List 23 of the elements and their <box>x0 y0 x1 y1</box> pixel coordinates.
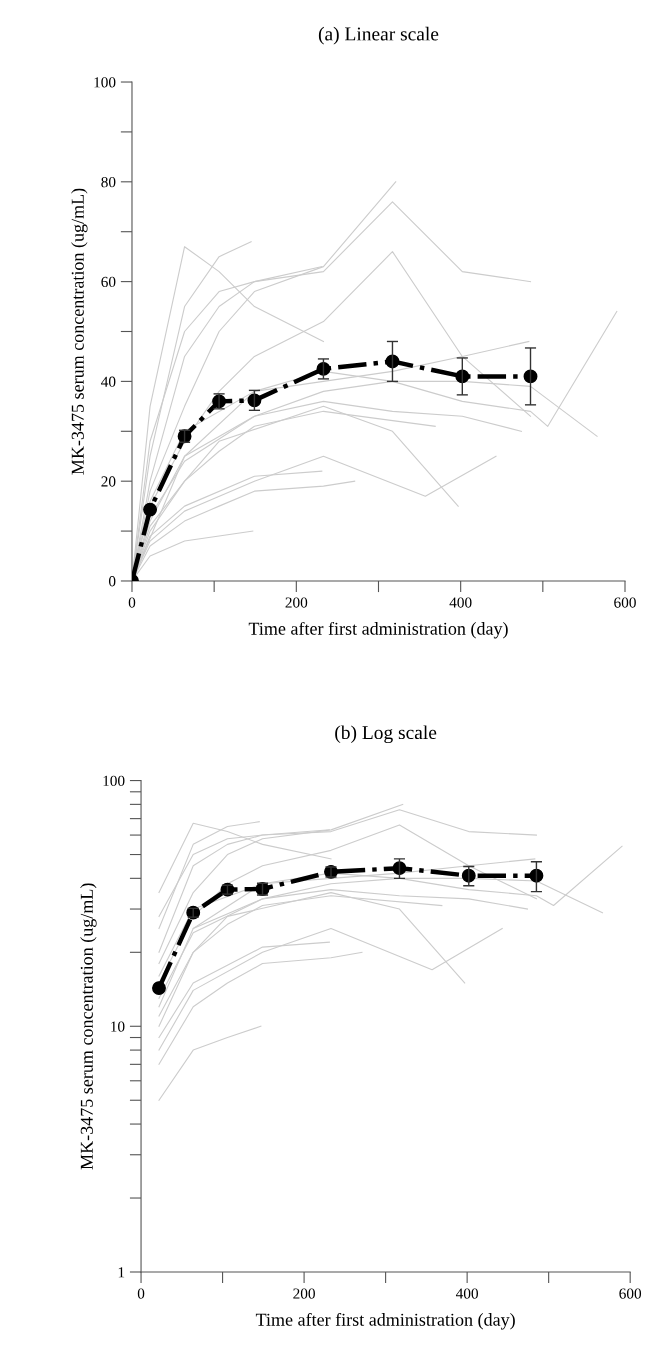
y-tick-label: 10 <box>111 1021 125 1032</box>
y-tick-label: 40 <box>101 376 116 387</box>
x-tick-label: 200 <box>293 1288 315 1299</box>
x-tick-label: 200 <box>285 597 308 608</box>
x-tick-label: 400 <box>449 597 472 608</box>
x-tick-label: 0 <box>128 597 136 608</box>
x-tick-label: 600 <box>614 597 636 608</box>
y-tick-label: 20 <box>101 476 116 487</box>
y-tick-label: 100 <box>94 77 116 88</box>
y-tick-label: 1 <box>118 1267 125 1278</box>
x-tick-label: 0 <box>137 1288 145 1299</box>
y-axis-title: MK-3475 serum concentration (ug/mL) <box>71 188 88 475</box>
y-tick-label: 100 <box>103 775 125 787</box>
chart-title: (a) Linear scale <box>318 26 439 45</box>
chart-title: (b) Log scale <box>335 725 437 744</box>
x-axis-title: Time after first administration (day) <box>248 621 508 639</box>
y-tick-label: 80 <box>101 176 116 188</box>
y-axis-title: MK-3475 serum concentration (ug/mL) <box>80 883 97 1170</box>
x-tick-label: 600 <box>619 1288 642 1299</box>
y-tick-label: 0 <box>108 576 116 587</box>
x-tick-label: 400 <box>455 1288 479 1299</box>
x-axis-title: Time after first administration (day) <box>255 1312 515 1330</box>
y-tick-label: 60 <box>101 276 116 288</box>
